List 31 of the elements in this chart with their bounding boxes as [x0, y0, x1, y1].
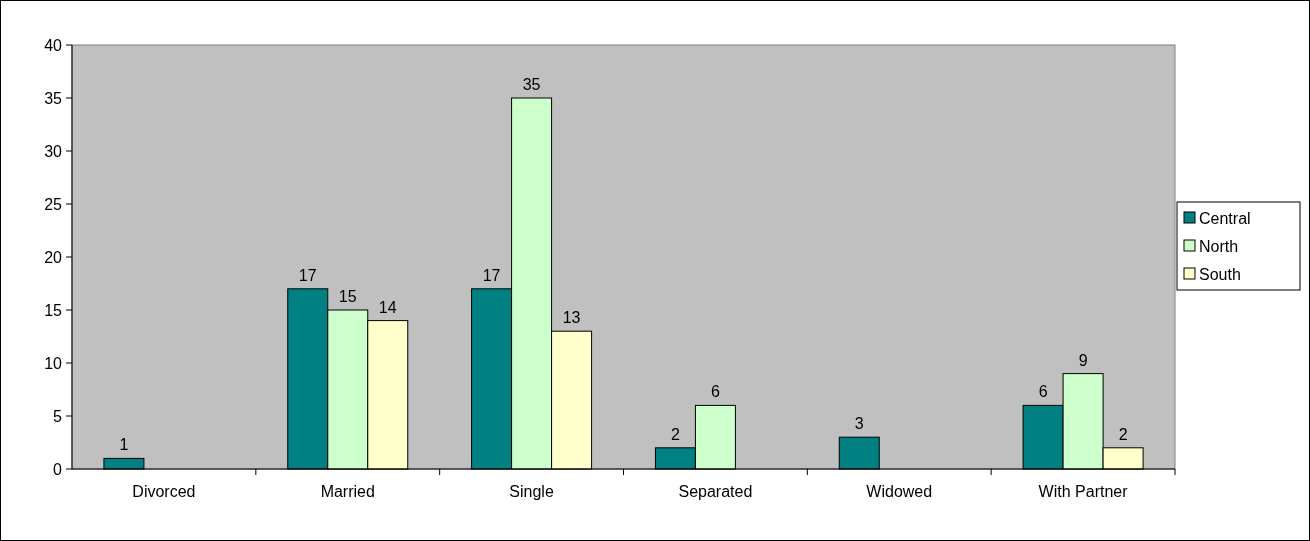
data-label: 35 [522, 76, 541, 93]
legend-label: Central [1199, 209, 1251, 227]
y-tick-label: 30 [44, 142, 63, 160]
y-tick-label: 0 [53, 460, 63, 478]
data-label: 2 [670, 425, 680, 443]
legend-label: South [1199, 265, 1241, 283]
x-tick-label: Divorced [132, 483, 196, 500]
data-label: 15 [338, 288, 357, 305]
data-label: 17 [298, 266, 317, 284]
data-label: 2 [1118, 425, 1128, 443]
y-tick-label: 40 [44, 36, 63, 54]
x-tick-label: With Partner [1038, 483, 1129, 500]
y-tick-label: 5 [53, 407, 63, 425]
data-label: 1 [119, 436, 129, 454]
data-label: 6 [710, 383, 720, 401]
x-tick-label: Separated [678, 483, 753, 500]
y-tick-label: 15 [44, 301, 63, 319]
y-tick-label: 25 [44, 195, 63, 213]
data-label: 14 [378, 298, 397, 316]
x-tick-label: Married [320, 483, 375, 500]
data-label: 17 [482, 266, 501, 284]
y-tick-label: 35 [44, 89, 63, 107]
data-label: 3 [854, 415, 864, 433]
x-tick-label: Single [509, 483, 554, 500]
legend-label: North [1199, 237, 1239, 255]
x-tick-label: Widowed [866, 483, 933, 500]
data-label: 6 [1038, 383, 1048, 401]
data-label: 9 [1078, 351, 1088, 369]
y-tick-label: 20 [44, 248, 63, 266]
y-tick-label: 10 [44, 354, 63, 372]
data-label: 13 [562, 309, 581, 327]
